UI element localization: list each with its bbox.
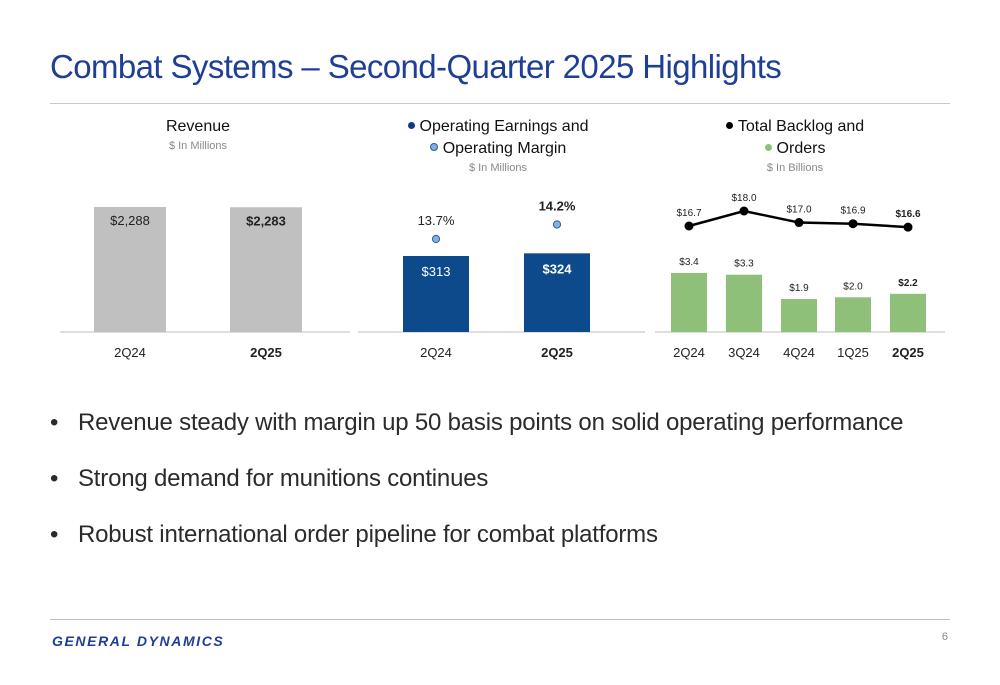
- bullet-marker: •: [50, 465, 59, 492]
- earnings-bar: [524, 253, 590, 332]
- bullet-marker: •: [50, 521, 59, 548]
- backlog-legend-bar-item: Orders: [695, 138, 895, 160]
- orders-bar: [781, 299, 817, 332]
- margin-data-label: 13.7%: [418, 213, 455, 228]
- earnings-data-label: $324: [543, 261, 573, 276]
- orders-bar: [726, 274, 762, 332]
- backlog-chart-unit: $ In Billions: [766, 162, 824, 174]
- backlog-point: [684, 221, 694, 231]
- legend-dot-margin: [429, 143, 438, 151]
- backlog-data-label: $17.0: [786, 205, 811, 216]
- revenue-data-label: $2,288: [110, 213, 150, 228]
- backlog-legend-line-item: Total Backlog and: [695, 116, 895, 138]
- highlights-list: • Revenue steady with margin up 50 basis …: [50, 405, 903, 573]
- revenue-tick-label: 2Q25: [250, 345, 282, 360]
- earnings-chart-header: Operating Earnings and Operating Margin …: [378, 116, 618, 176]
- bullet-text: Robust international order pipeline for …: [78, 521, 658, 548]
- company-logo: GENERAL DYNAMICS: [52, 633, 225, 649]
- backlog-data-label: $16.9: [840, 206, 865, 217]
- backlog-point: [903, 222, 913, 232]
- backlog-tick-label: 3Q24: [728, 345, 760, 360]
- backlog-tick-label: 2Q25: [892, 345, 924, 360]
- backlog-chart: $3.4 2Q24 $3.3 3Q24 $1.9 4Q24 $2.0 1Q25 $2.2 2Q25…: [655, 193, 945, 360]
- orders-bar: [671, 273, 707, 332]
- bullet-item: • Robust international order pipeline for…: [50, 517, 903, 573]
- revenue-chart-title: Revenue: [165, 118, 231, 135]
- revenue-tick-label: 2Q24: [114, 345, 146, 360]
- backlog-data-label: $16.6: [895, 209, 920, 220]
- earnings-data-label: $313: [422, 264, 451, 279]
- footer-divider: [50, 619, 950, 620]
- bullet-marker: •: [50, 409, 59, 436]
- revenue-chart: $2,288 2Q24 $2,283 2Q25: [60, 207, 350, 360]
- backlog-tick-label: 4Q24: [783, 345, 815, 360]
- earnings-chart: $313 2Q24 $324 2Q25 13.7% 14.2%: [358, 199, 645, 360]
- earnings-tick-label: 2Q24: [420, 345, 452, 360]
- title-divider: [50, 103, 950, 104]
- revenue-chart-unit: $ In Millions: [168, 140, 228, 152]
- orders-data-label: $3.4: [679, 257, 699, 268]
- earnings-legend-bar-item: Operating Earnings and: [378, 116, 618, 138]
- backlog-tick-label: 2Q24: [673, 345, 705, 360]
- legend-dot-orders: [764, 144, 772, 151]
- orders-data-label: $2.0: [843, 281, 863, 292]
- legend-dot-earnings: [407, 122, 415, 129]
- revenue-data-label: $2,283: [246, 213, 286, 228]
- backlog-point: [794, 218, 804, 228]
- bullet-text: Revenue steady with margin up 50 basis p…: [78, 409, 904, 436]
- revenue-chart-header: Revenue $ In Millions: [118, 116, 278, 154]
- orders-data-label: $3.3: [734, 259, 754, 270]
- backlog-point: [739, 206, 749, 216]
- margin-marker: [552, 220, 562, 229]
- bullet-item: • Revenue steady with margin up 50 basis …: [50, 405, 903, 461]
- backlog-legend-line-label: Total Backlog and: [737, 118, 865, 135]
- orders-data-label: $2.2: [898, 278, 918, 289]
- earnings-legend-bar-label: Operating Earnings and: [419, 118, 589, 135]
- earnings-bar: [403, 256, 469, 332]
- bullet-text: Strong demand for munitions continues: [78, 465, 489, 492]
- earnings-tick-label: 2Q25: [541, 345, 573, 360]
- margin-marker: [431, 234, 441, 244]
- page-number: 6: [941, 631, 948, 643]
- orders-bar: [890, 293, 926, 332]
- earnings-legend-marker-item: Operating Margin: [378, 138, 618, 160]
- backlog-tick-label: 1Q25: [837, 345, 869, 360]
- orders-bar: [835, 297, 871, 332]
- revenue-bar: [94, 207, 166, 332]
- backlog-chart-header: Total Backlog and Orders $ In Billions: [695, 116, 895, 176]
- backlog-data-label: $16.7: [676, 208, 701, 219]
- margin-data-label: 14.2%: [539, 199, 576, 214]
- page-title: Combat Systems – Second-Quarter 2025 Hig…: [50, 48, 782, 85]
- legend-dot-backlog: [725, 122, 733, 129]
- backlog-data-label: $18.0: [731, 193, 756, 204]
- orders-data-label: $1.9: [789, 283, 809, 294]
- revenue-bar: [230, 207, 302, 332]
- bullet-item: • Strong demand for munitions continues: [50, 461, 903, 517]
- backlog-point: [848, 219, 858, 229]
- earnings-legend-marker-label: Operating Margin: [442, 140, 567, 157]
- backlog-legend-bar-label: Orders: [776, 140, 826, 157]
- earnings-chart-unit: $ In Millions: [468, 162, 528, 174]
